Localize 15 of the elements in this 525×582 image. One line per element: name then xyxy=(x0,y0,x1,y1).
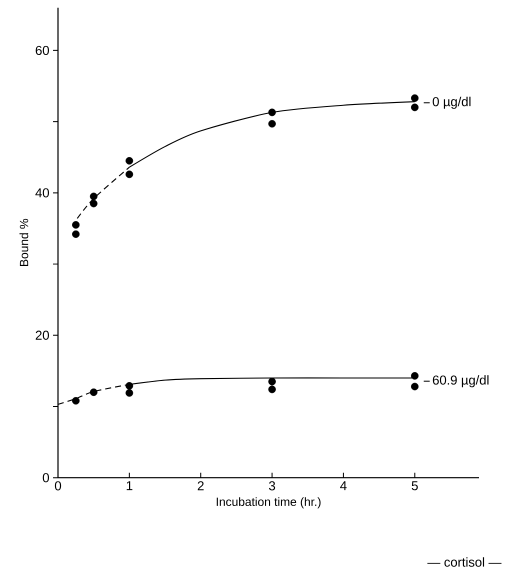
x-tick-label: 3 xyxy=(268,481,276,490)
legend-label: 0 µg/dl xyxy=(432,96,470,109)
x-tick-label: 2 xyxy=(198,481,204,490)
y-tick-label: 20 xyxy=(36,330,49,340)
x-tick-label: 0 xyxy=(54,481,62,490)
legend-label: 60.9 µg/dl xyxy=(432,375,488,388)
text: — cortisol — xyxy=(427,557,502,567)
x-axis-title: Incubation time (hr.) xyxy=(216,497,321,508)
x-tick-label: 5 xyxy=(412,481,418,490)
y-tick-label: 40 xyxy=(35,188,49,198)
x-tick-label: 4 xyxy=(340,481,347,490)
y-tick-label: 0 xyxy=(42,473,49,482)
y-tick-label: 60 xyxy=(36,46,49,56)
y-axis-title: Bound % xyxy=(19,218,28,266)
x-tick-label: 1 xyxy=(126,481,132,490)
